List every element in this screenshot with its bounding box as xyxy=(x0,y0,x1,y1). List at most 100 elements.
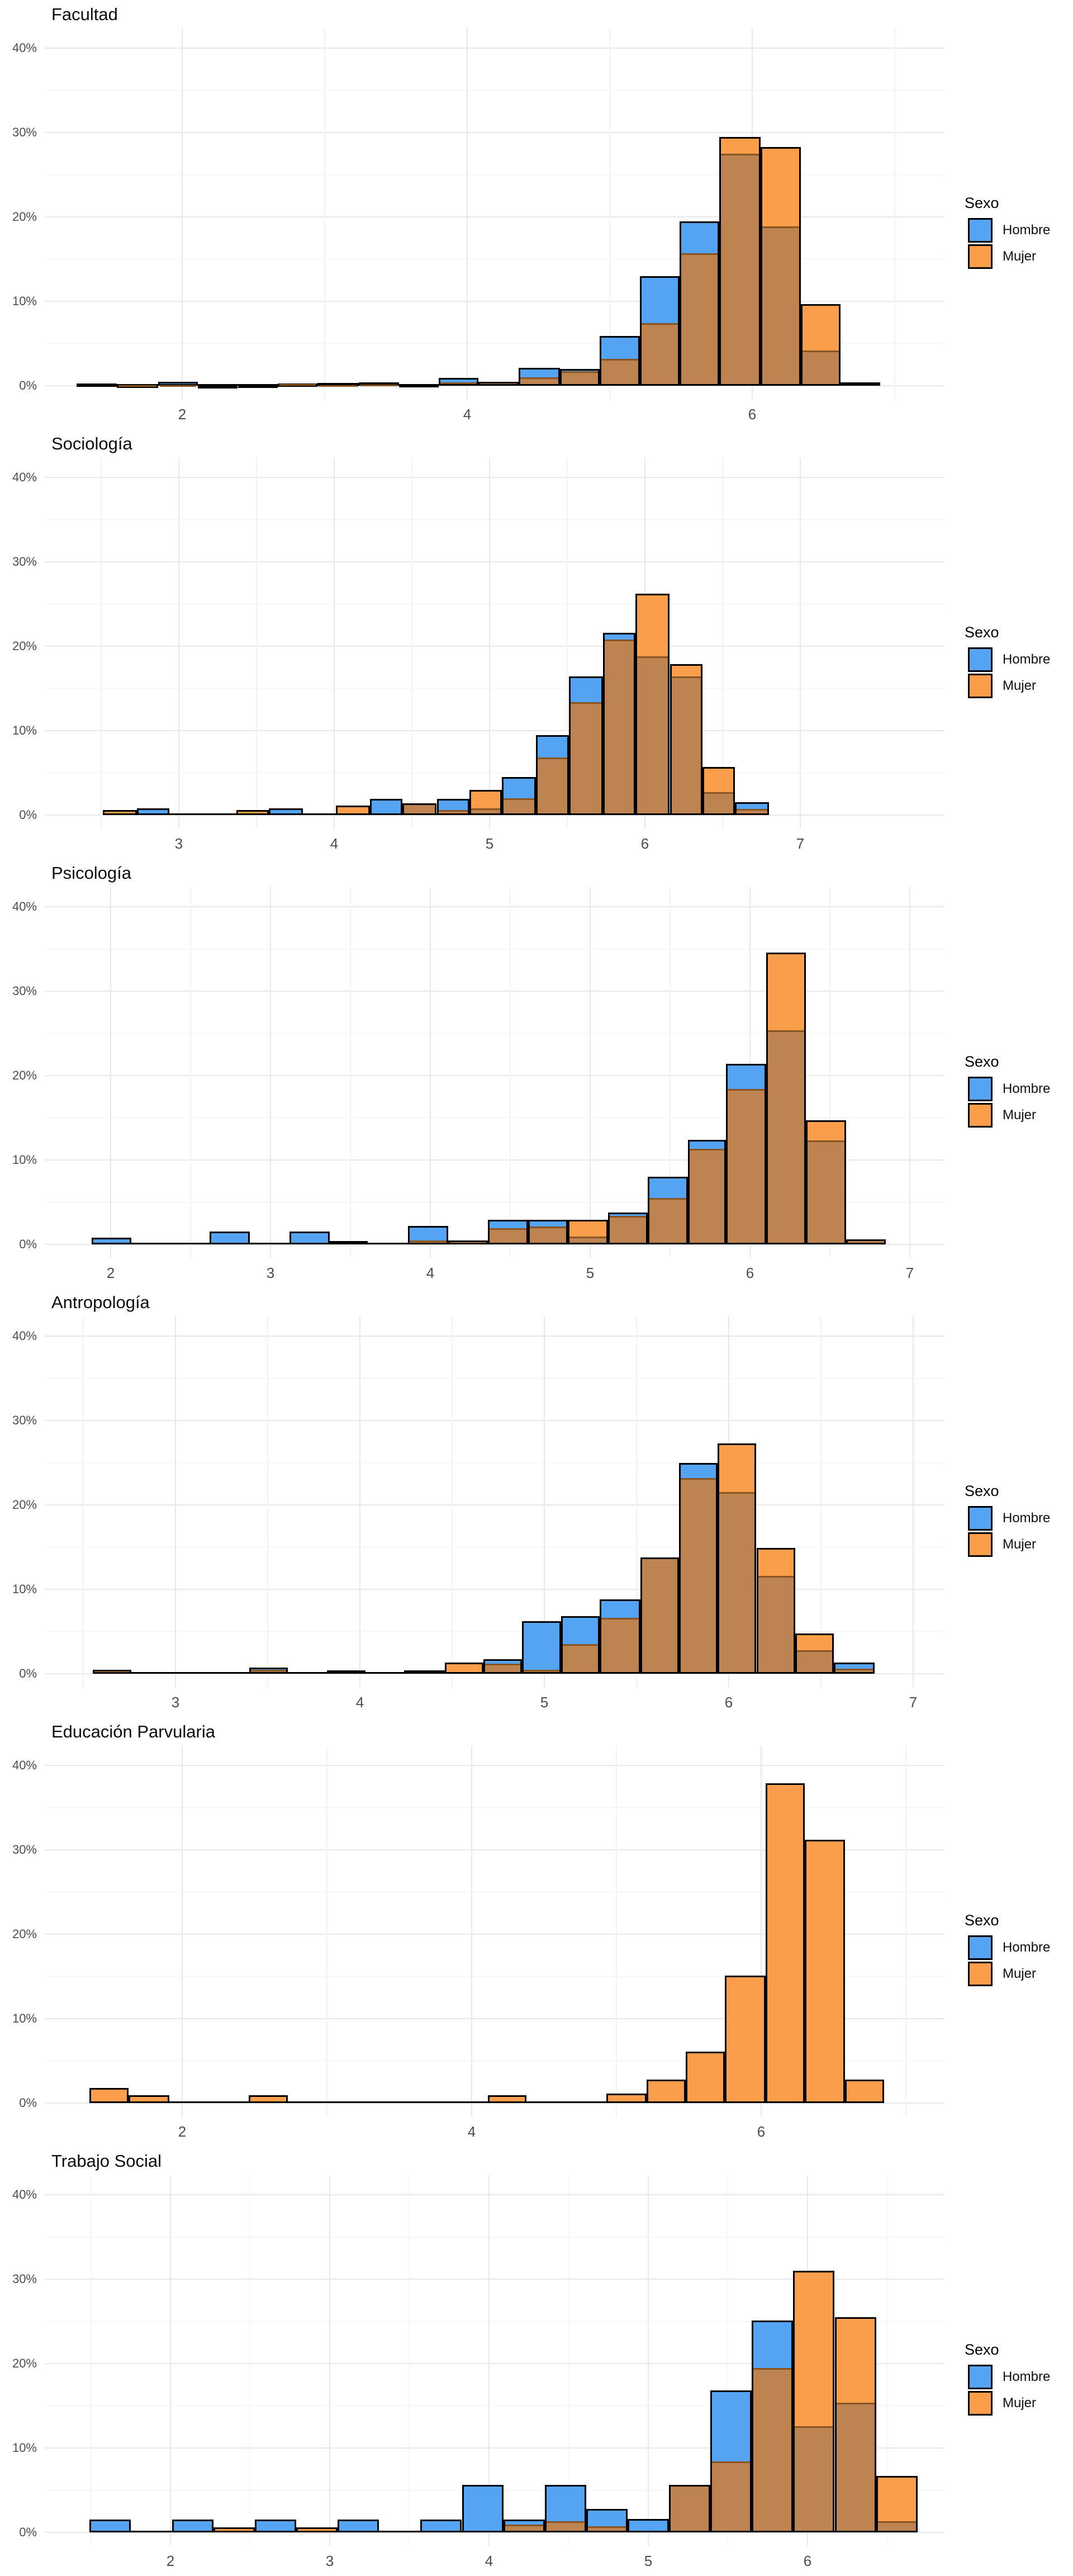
histogram-bar-overlap xyxy=(471,808,501,813)
x-gridline-minor xyxy=(609,29,610,399)
x-axis-label: 4 xyxy=(463,406,472,423)
chart-1: Sociología 0% 10% 20% 30% 40% 3 4 5 6 7 Sexo Hombre M… xyxy=(0,429,1073,859)
histogram-bar-overlap xyxy=(671,676,701,813)
chart-title: Sociología xyxy=(51,434,132,453)
histogram-bar xyxy=(296,2527,338,2532)
y-gridline-major xyxy=(45,561,944,562)
x-axis-label: 3 xyxy=(266,1265,275,1281)
histogram-bar xyxy=(448,1240,488,1244)
x-gridline-minor xyxy=(409,2175,410,2546)
chart-title: Trabajo Social xyxy=(51,2151,162,2171)
chart-2: Psicología 0% 10% 20% 30% 40% 2 3 4 5 6 7 Sexo Hombre… xyxy=(0,859,1073,1288)
y-gridline-major xyxy=(45,1244,944,1245)
y-gridline-major xyxy=(45,1075,944,1076)
histogram-bar xyxy=(841,382,881,386)
legend-label: Mujer xyxy=(1003,2395,1037,2411)
chart-0: Facultad 0% 10% 20% 30% 40% 2 4 6 Sexo Hombre Mujer xyxy=(0,0,1073,429)
y-gridline-major xyxy=(45,1673,944,1674)
x-axis-label: 4 xyxy=(355,1694,364,1711)
y-gridline-minor xyxy=(45,772,944,774)
y-gridline-minor xyxy=(45,1377,944,1379)
x-axis-label: 3 xyxy=(171,1694,180,1711)
x-gridline-minor xyxy=(190,887,191,1258)
y-gridline-major xyxy=(45,991,944,992)
y-gridline-major xyxy=(45,216,944,217)
y-axis-label: 10% xyxy=(12,1153,37,1167)
y-axis-label: 40% xyxy=(12,899,37,913)
y-gridline-major xyxy=(45,1934,944,1935)
x-gridline-major xyxy=(471,1746,472,2116)
y-gridline-minor xyxy=(45,1033,944,1034)
x-gridline-minor xyxy=(894,29,895,399)
histogram-bar-overlap xyxy=(762,226,799,384)
x-gridline-minor xyxy=(820,1317,822,1687)
x-gridline-minor xyxy=(616,1746,617,2116)
histogram-bar xyxy=(92,1670,131,1674)
histogram-bar-overlap xyxy=(570,702,601,813)
histogram-bar xyxy=(845,2079,885,2103)
x-axis-label: 4 xyxy=(467,2123,476,2140)
legend-label: Hombre xyxy=(1003,1081,1051,1096)
legend-title: Sexo xyxy=(965,195,999,211)
y-axis-label: 0% xyxy=(19,1237,37,1251)
histogram-bar xyxy=(249,2095,288,2103)
histogram-bar xyxy=(804,1839,846,2103)
histogram-bar xyxy=(462,2485,504,2532)
histogram-bar-overlap xyxy=(505,2525,543,2531)
histogram-bar-overlap xyxy=(737,809,768,813)
legend-swatch-hombre xyxy=(968,647,993,672)
chart-title: Facultad xyxy=(51,4,118,24)
x-gridline-minor xyxy=(83,1317,84,1687)
histogram-bar-overlap xyxy=(712,2461,751,2531)
histogram-bar-overlap xyxy=(835,1668,873,1672)
histogram-bar-overlap xyxy=(587,2526,626,2531)
y-axis-label: 30% xyxy=(12,1413,37,1427)
y-axis-label: 10% xyxy=(12,1582,37,1596)
x-gridline-minor xyxy=(510,887,511,1258)
histogram-bar-overlap xyxy=(569,1237,606,1243)
x-axis-label: 5 xyxy=(586,1265,595,1281)
histogram-bar-overlap xyxy=(802,350,839,384)
y-axis-label: 10% xyxy=(12,2441,37,2455)
y-gridline-major xyxy=(45,1504,944,1505)
histogram-bar-overlap xyxy=(753,2367,792,2531)
x-gridline-major xyxy=(467,29,468,399)
histogram-bar-overlap xyxy=(767,1030,805,1243)
x-gridline-major xyxy=(430,887,431,1258)
x-gridline-major xyxy=(489,458,490,828)
x-axis-label: 5 xyxy=(485,835,494,852)
x-axis-label: 6 xyxy=(640,835,649,852)
histogram-bar-overlap xyxy=(485,1663,521,1672)
histogram-bar-overlap xyxy=(836,2402,875,2531)
legend-title: Sexo xyxy=(965,1483,999,1499)
y-axis-label: 40% xyxy=(12,2187,37,2201)
chart-title: Educación Parvularia xyxy=(51,1722,215,1741)
x-gridline-major xyxy=(909,887,910,1258)
legend-label: Hombre xyxy=(1003,1510,1051,1526)
y-gridline-major xyxy=(45,730,944,731)
x-gridline-major xyxy=(175,1317,176,1687)
legend-label: Hombre xyxy=(1003,222,1051,238)
histogram-bar xyxy=(213,2527,255,2532)
y-axis-label: 0% xyxy=(19,1666,37,1680)
y-axis-label: 0% xyxy=(19,378,37,392)
y-gridline-major xyxy=(45,2447,944,2449)
y-gridline-major xyxy=(45,906,944,907)
y-axis-label: 30% xyxy=(12,125,37,139)
legend-label: Mujer xyxy=(1003,678,1037,693)
histogram-bar xyxy=(669,2485,711,2532)
histogram-bar xyxy=(326,1670,365,1674)
histogram-bar xyxy=(238,384,278,388)
y-gridline-major xyxy=(45,2103,944,2104)
histogram-bar-overlap xyxy=(877,2521,916,2531)
y-gridline-major xyxy=(45,1765,944,1766)
histogram-bar-overlap xyxy=(490,1228,526,1243)
y-gridline-major xyxy=(45,132,944,133)
y-gridline-major xyxy=(45,2018,944,2019)
histogram-bar xyxy=(269,808,303,815)
histogram-bar-overlap xyxy=(159,385,197,387)
histogram-bar xyxy=(172,2520,213,2532)
histogram-bar-overlap xyxy=(649,1198,686,1243)
x-axis-label: 6 xyxy=(746,1265,754,1281)
y-gridline-minor xyxy=(45,1201,944,1203)
